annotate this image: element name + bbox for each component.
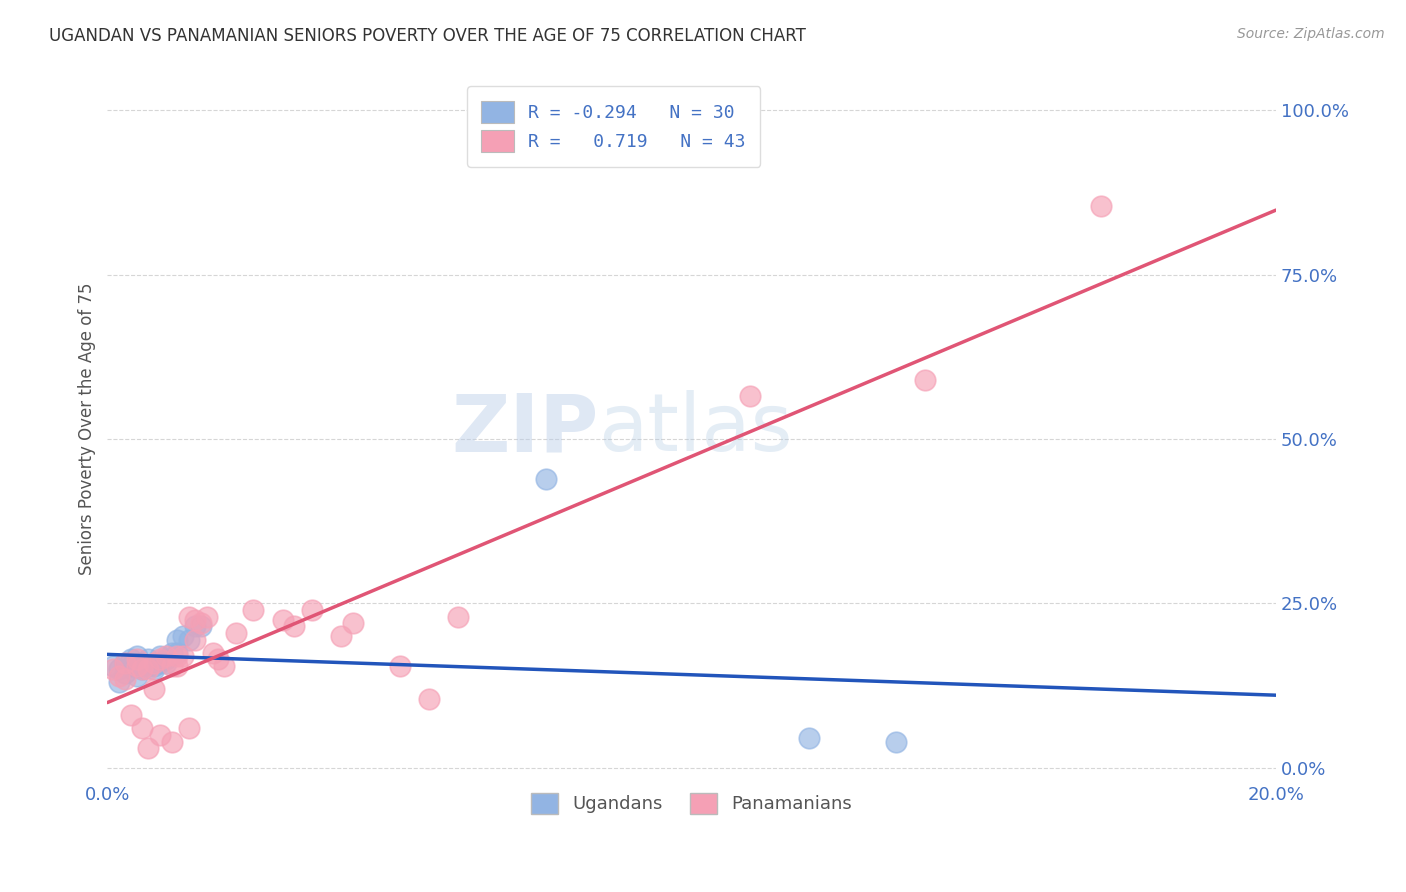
Point — [184, 613, 207, 627]
Point — [160, 734, 183, 748]
Legend: Ugandans, Panamanians: Ugandans, Panamanians — [520, 782, 863, 825]
Text: ZIP: ZIP — [451, 390, 598, 468]
Point — [195, 609, 218, 624]
Point — [166, 659, 188, 673]
Point — [136, 659, 159, 673]
Point — [155, 648, 177, 663]
Point — [114, 656, 136, 670]
Point — [143, 656, 166, 670]
Point — [155, 652, 177, 666]
Point — [120, 708, 142, 723]
Point — [136, 652, 159, 666]
Point — [160, 659, 183, 673]
Point — [179, 722, 201, 736]
Point — [738, 389, 761, 403]
Point — [190, 616, 212, 631]
Point — [125, 659, 148, 673]
Point — [131, 722, 153, 736]
Point — [125, 669, 148, 683]
Point — [143, 662, 166, 676]
Point — [136, 741, 159, 756]
Point — [103, 662, 125, 676]
Point — [271, 613, 294, 627]
Text: atlas: atlas — [598, 390, 793, 468]
Point — [207, 652, 229, 666]
Point — [342, 616, 364, 631]
Point — [108, 675, 131, 690]
Point — [283, 619, 305, 633]
Point — [143, 681, 166, 696]
Point — [534, 471, 557, 485]
Point — [179, 632, 201, 647]
Point — [108, 662, 131, 676]
Point — [131, 662, 153, 676]
Point — [447, 609, 470, 624]
Point — [388, 659, 411, 673]
Text: Source: ZipAtlas.com: Source: ZipAtlas.com — [1237, 27, 1385, 41]
Point — [114, 672, 136, 686]
Point — [149, 656, 172, 670]
Y-axis label: Seniors Poverty Over the Age of 75: Seniors Poverty Over the Age of 75 — [79, 283, 96, 575]
Text: UGANDAN VS PANAMANIAN SENIORS POVERTY OVER THE AGE OF 75 CORRELATION CHART: UGANDAN VS PANAMANIAN SENIORS POVERTY OV… — [49, 27, 806, 45]
Point — [166, 646, 188, 660]
Point — [225, 626, 247, 640]
Point — [184, 632, 207, 647]
Point — [120, 659, 142, 673]
Point — [149, 648, 172, 663]
Point — [125, 648, 148, 663]
Point — [155, 656, 177, 670]
Point — [125, 652, 148, 666]
Point — [149, 728, 172, 742]
Point — [131, 656, 153, 670]
Point — [108, 669, 131, 683]
Point — [330, 629, 353, 643]
Point — [120, 652, 142, 666]
Point — [172, 648, 194, 663]
Point — [179, 609, 201, 624]
Point — [418, 691, 440, 706]
Point — [884, 734, 907, 748]
Point — [301, 603, 323, 617]
Point — [201, 646, 224, 660]
Point — [114, 656, 136, 670]
Point — [166, 632, 188, 647]
Point — [212, 659, 235, 673]
Point — [797, 731, 820, 746]
Point — [184, 619, 207, 633]
Point — [136, 662, 159, 676]
Point — [242, 603, 264, 617]
Point — [1090, 199, 1112, 213]
Point — [166, 648, 188, 663]
Point — [143, 659, 166, 673]
Point — [160, 646, 183, 660]
Point — [131, 662, 153, 676]
Point — [125, 659, 148, 673]
Point — [103, 659, 125, 673]
Point — [190, 619, 212, 633]
Point — [114, 665, 136, 680]
Point — [914, 373, 936, 387]
Point — [172, 629, 194, 643]
Point — [149, 652, 172, 666]
